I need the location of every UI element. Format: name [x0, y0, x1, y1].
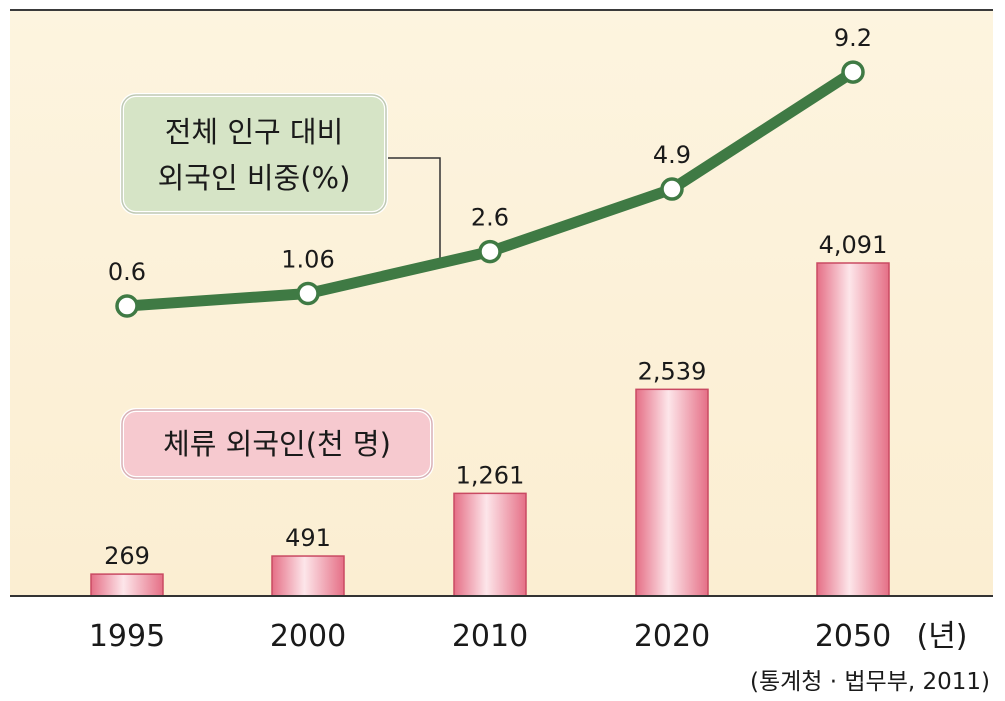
line-legend-label-2: 외국인 비중(%): [158, 161, 351, 195]
line-point-1995: [115, 294, 139, 318]
source-note: (통계청 · 법무부, 2011): [750, 669, 990, 695]
bar-value-labels: 269 491 1,261 2,539 4,091: [104, 231, 887, 570]
x-tick-labels: 1995 2000 2010 2020 2050: [89, 619, 891, 654]
bar-legend: 체류 외국인(천 명): [120, 408, 434, 480]
line-label-2050: 9.2: [834, 24, 872, 52]
line-label-2000: 1.06: [281, 245, 334, 273]
bar-2020: [635, 388, 709, 597]
bar-label-2010: 1,261: [456, 461, 525, 489]
legend-leader-line: [388, 157, 441, 258]
line-point-2020: [660, 177, 684, 201]
bar-label-2020: 2,539: [638, 357, 707, 385]
x-tick-2000: 2000: [270, 619, 346, 654]
line-legend-box: [120, 93, 388, 215]
bar-legend-label: 체류 외국인(천 명): [163, 427, 391, 461]
bar-1995: [90, 573, 164, 597]
line-label-1995: 0.6: [108, 258, 146, 286]
line-point-2010: [478, 239, 502, 264]
x-tick-2050: 2050: [815, 619, 891, 654]
x-axis-unit: (년): [916, 619, 967, 654]
x-tick-1995: 1995: [89, 619, 165, 654]
x-tick-2010: 2010: [452, 619, 528, 654]
bar-2010: [453, 492, 527, 597]
line-label-2010: 2.6: [471, 204, 509, 232]
bar-2050: [816, 262, 890, 597]
line-legend: 전체 인구 대비 외국인 비중(%): [120, 93, 388, 215]
line-point-2050: [841, 60, 865, 84]
bar-label-2000: 491: [285, 524, 331, 552]
bar-series: [90, 262, 890, 597]
line-value-labels: 0.6 1.06 2.6 4.9 9.2: [108, 24, 872, 286]
bar-label-1995: 269: [104, 542, 150, 570]
bar-2000: [271, 555, 345, 597]
line-label-2020: 4.9: [653, 141, 691, 169]
x-tick-2020: 2020: [634, 619, 710, 654]
line-point-2000: [296, 281, 320, 306]
bar-label-2050: 4,091: [819, 231, 888, 259]
line-legend-label-1: 전체 인구 대비: [165, 115, 344, 149]
line-series: [115, 60, 865, 318]
